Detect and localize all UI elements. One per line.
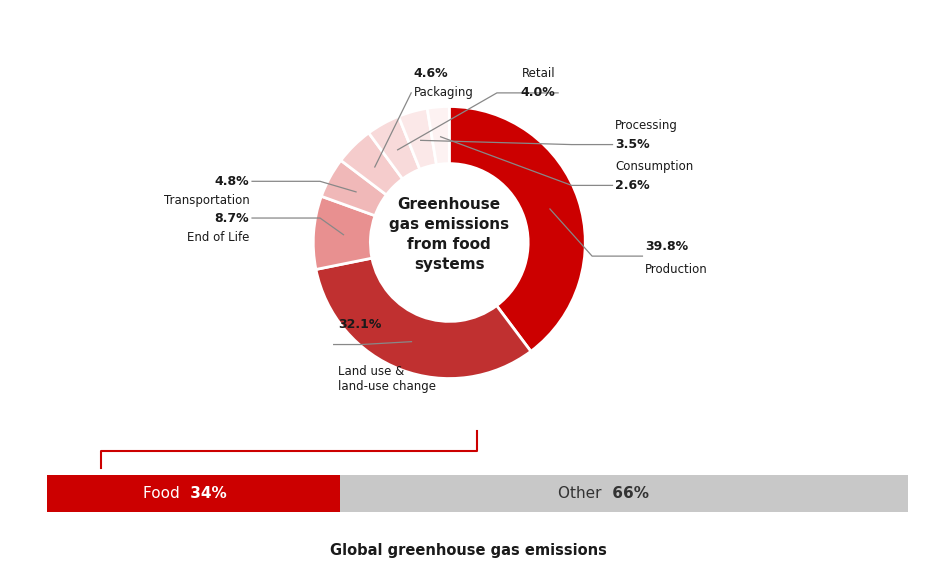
Text: Food: Food xyxy=(143,486,184,501)
Text: Consumption: Consumption xyxy=(615,160,694,173)
Text: End of Life: End of Life xyxy=(187,231,249,244)
Text: Retail: Retail xyxy=(521,67,555,80)
Text: Production: Production xyxy=(645,263,708,276)
Wedge shape xyxy=(369,116,420,179)
Text: Greenhouse
gas emissions
from food
systems: Greenhouse gas emissions from food syste… xyxy=(389,197,509,271)
Bar xyxy=(47,475,340,512)
Text: Transportation: Transportation xyxy=(164,194,249,207)
Wedge shape xyxy=(314,196,375,270)
Bar xyxy=(340,475,908,512)
Text: Global greenhouse gas emissions: Global greenhouse gas emissions xyxy=(329,543,607,558)
Text: 4.6%: 4.6% xyxy=(414,67,448,80)
Wedge shape xyxy=(427,107,449,165)
Wedge shape xyxy=(399,108,436,169)
Text: 39.8%: 39.8% xyxy=(645,240,688,253)
Text: 32.1%: 32.1% xyxy=(338,318,381,331)
Text: 66%: 66% xyxy=(607,486,649,501)
Text: Land use &
land-use change: Land use & land-use change xyxy=(338,365,436,393)
Wedge shape xyxy=(316,258,531,378)
Text: 4.8%: 4.8% xyxy=(214,175,249,188)
Text: Processing: Processing xyxy=(615,119,678,132)
Wedge shape xyxy=(449,107,585,351)
Text: 34%: 34% xyxy=(184,486,227,501)
Text: 8.7%: 8.7% xyxy=(214,212,249,224)
Text: 2.6%: 2.6% xyxy=(615,179,650,192)
Wedge shape xyxy=(341,133,402,195)
Text: Other: Other xyxy=(558,486,607,501)
Text: 4.0%: 4.0% xyxy=(520,86,555,99)
Text: 3.5%: 3.5% xyxy=(615,138,650,151)
Text: Packaging: Packaging xyxy=(414,86,474,99)
Wedge shape xyxy=(321,160,387,215)
